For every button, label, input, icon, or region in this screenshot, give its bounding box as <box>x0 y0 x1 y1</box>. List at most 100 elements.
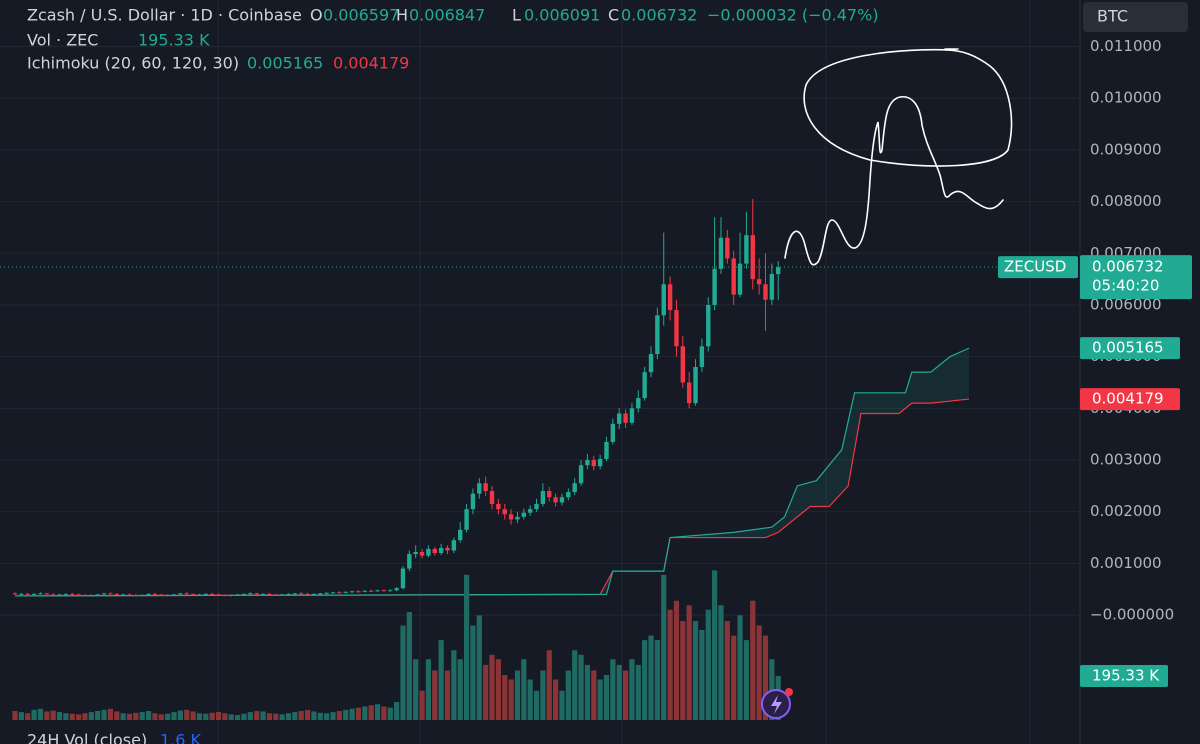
candle-body <box>241 593 247 595</box>
candle-body <box>76 594 81 596</box>
volume-bar <box>126 713 133 720</box>
button-text[interactable]: BTC <box>1097 7 1128 26</box>
volume-bar <box>463 574 470 720</box>
volume-bar <box>133 712 139 720</box>
candle-body <box>521 512 527 517</box>
volume-bar <box>152 713 158 720</box>
volume-bar <box>184 709 190 720</box>
volume-bar <box>241 713 247 720</box>
candle-body <box>750 235 755 280</box>
volume-bar <box>597 679 603 720</box>
candle-body <box>184 593 189 595</box>
span-b-tag-bg <box>1080 388 1180 411</box>
candle-body <box>38 593 43 595</box>
volume-bar <box>44 711 50 720</box>
candle-body <box>559 497 565 503</box>
ichimoku-legend-label: Ichimoku (20, 60, 120, 30) <box>27 54 239 73</box>
candle-body <box>95 594 100 596</box>
volume-bar <box>114 711 120 720</box>
candle-body <box>432 548 437 554</box>
candle-body <box>502 509 507 515</box>
volume-bar <box>171 712 177 720</box>
ichimoku-cloud <box>15 348 970 596</box>
candle-body <box>680 346 686 383</box>
volume-bar <box>692 621 699 720</box>
close-value: 0.006732 <box>621 6 697 25</box>
candle-body <box>508 514 514 520</box>
candle-body <box>617 413 622 424</box>
candle-body <box>553 497 558 503</box>
candle-body <box>133 594 139 596</box>
candle-body <box>483 483 488 492</box>
volume-bar <box>572 650 578 720</box>
open-value: 0.006597 <box>323 6 399 25</box>
volume-bar <box>368 705 374 720</box>
icon-dot[interactable] <box>785 688 793 696</box>
volume-bar <box>400 625 406 720</box>
volume-bar <box>451 650 457 720</box>
y-tick-label: 0.008000 <box>1090 192 1162 210</box>
volume-bar <box>18 712 24 720</box>
volume-bar <box>406 612 412 720</box>
candle-body <box>394 588 399 591</box>
candle-body <box>464 509 469 530</box>
candle-body <box>19 593 24 595</box>
volume-bar <box>533 690 540 720</box>
candle-body <box>305 593 310 595</box>
open-label: O <box>310 6 323 25</box>
candle-body <box>299 593 304 595</box>
candle-body <box>636 397 641 409</box>
candle-body <box>744 235 749 264</box>
volume-bar <box>553 679 559 720</box>
candle-body <box>725 237 730 259</box>
button-bg[interactable] <box>1083 2 1188 32</box>
volume-bar <box>69 713 75 720</box>
candle-body <box>311 593 317 595</box>
grid <box>217 0 1031 744</box>
low-label: L <box>512 6 521 25</box>
volume-bar <box>438 640 444 720</box>
volume-bar <box>381 706 387 720</box>
volume-bar <box>317 712 323 720</box>
candle-body <box>140 594 145 596</box>
volume-bar <box>425 659 432 720</box>
candle-body <box>178 593 183 595</box>
candle-body <box>324 592 329 594</box>
volume-bar <box>285 713 292 720</box>
candle-body <box>776 267 781 275</box>
candle-body <box>693 366 698 404</box>
candle-body <box>419 552 425 556</box>
y-tick-label: 0.002000 <box>1090 502 1162 520</box>
volume-bar <box>387 707 393 720</box>
assistant-icon[interactable] <box>761 688 793 719</box>
icon-bolt[interactable] <box>771 695 782 714</box>
volume-bar <box>311 711 317 720</box>
volume-bar <box>546 650 552 720</box>
candle-body <box>70 593 75 595</box>
volume-bar <box>203 713 209 720</box>
symbol-button[interactable]: BTC <box>1083 2 1188 32</box>
y-tick-label: −0.000000 <box>1090 606 1174 624</box>
candle-body <box>566 492 571 498</box>
volume-bar <box>642 640 648 720</box>
candle-body <box>458 529 463 541</box>
candle-body <box>101 593 107 595</box>
volume-bar <box>629 659 635 720</box>
candle-body <box>375 590 380 592</box>
candle-body <box>426 548 431 556</box>
volume-bar <box>82 713 88 720</box>
volume-bar <box>712 570 718 720</box>
high-value: 0.006847 <box>409 6 485 25</box>
candle-body <box>712 268 717 305</box>
volume-bar <box>705 609 711 720</box>
volume-bar <box>413 659 419 720</box>
volume-bar <box>37 708 44 720</box>
candle-body <box>267 593 272 595</box>
candle-body <box>108 593 113 595</box>
last-price-tag: 0.006732 <box>1092 258 1164 276</box>
doodle-path <box>784 96 1004 266</box>
volume-bar <box>215 711 222 720</box>
